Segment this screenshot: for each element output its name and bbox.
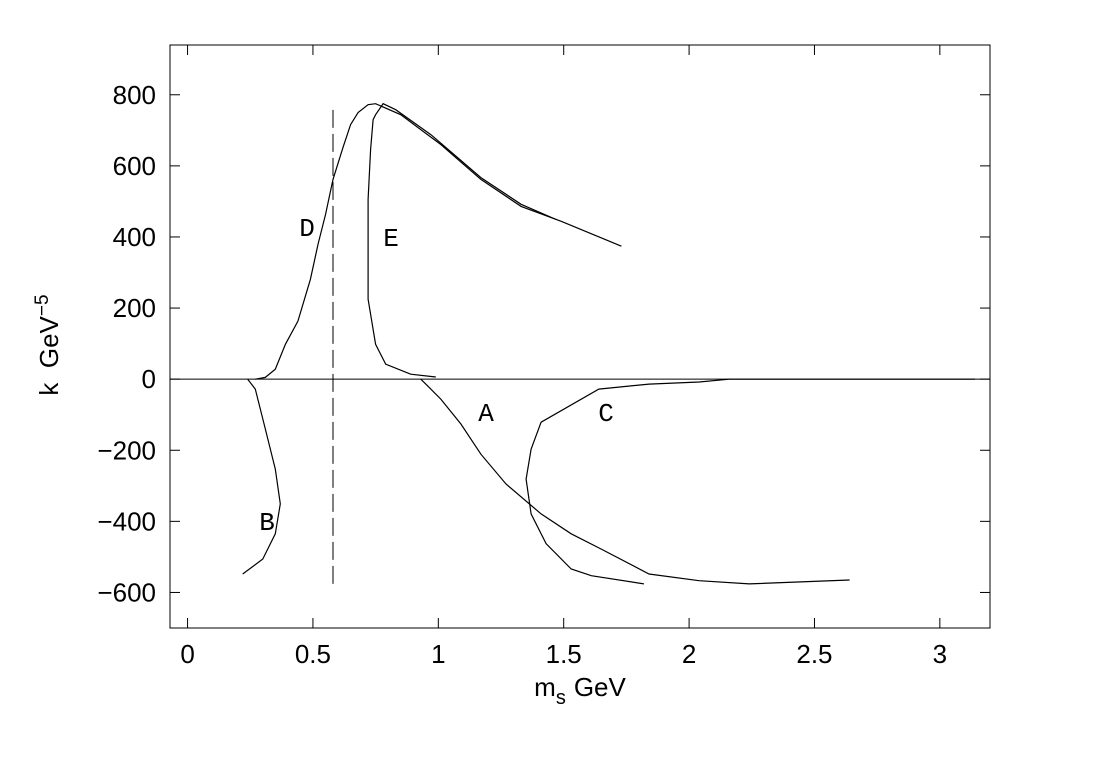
- x-label-unit: GeV: [574, 672, 627, 702]
- y-tick-label: −400: [97, 506, 156, 536]
- curve: [525, 378, 975, 585]
- x-tick-label: 0.5: [295, 639, 331, 669]
- x-tick-label: 0: [180, 639, 194, 669]
- x-label-base: m: [534, 672, 556, 702]
- curve: [242, 378, 281, 575]
- y-axis-label: k GeV−5: [32, 294, 64, 395]
- y-tick-label: 600: [113, 151, 156, 181]
- plot-frame: [169, 44, 991, 629]
- curve: [367, 102, 557, 378]
- y-tick-label: −600: [97, 577, 156, 607]
- curve-label: A: [478, 399, 494, 429]
- x-label-sub: s: [556, 687, 566, 709]
- curve-label: E: [383, 224, 399, 254]
- curve-label: D: [299, 214, 315, 244]
- y-tick-label: 800: [113, 80, 156, 110]
- x-tick-label: 2.5: [796, 639, 832, 669]
- x-tick-label: 1: [431, 639, 445, 669]
- curve-label: B: [259, 508, 275, 538]
- x-tick-label: 2: [682, 639, 696, 669]
- x-tick-label: 1.5: [546, 639, 582, 669]
- curve-label: C: [598, 399, 614, 429]
- y-tick-label: 0: [142, 364, 156, 394]
- curve: [420, 378, 850, 585]
- x-tick-label: 3: [933, 639, 947, 669]
- x-axis-label: ms GeV: [534, 672, 626, 709]
- curve: [255, 103, 622, 380]
- y-tick-label: 200: [113, 293, 156, 323]
- y-label-sup: −5: [32, 294, 53, 316]
- y-tick-label: 400: [113, 222, 156, 252]
- y-label-base: k GeV: [34, 315, 64, 395]
- y-tick-label: −200: [97, 435, 156, 465]
